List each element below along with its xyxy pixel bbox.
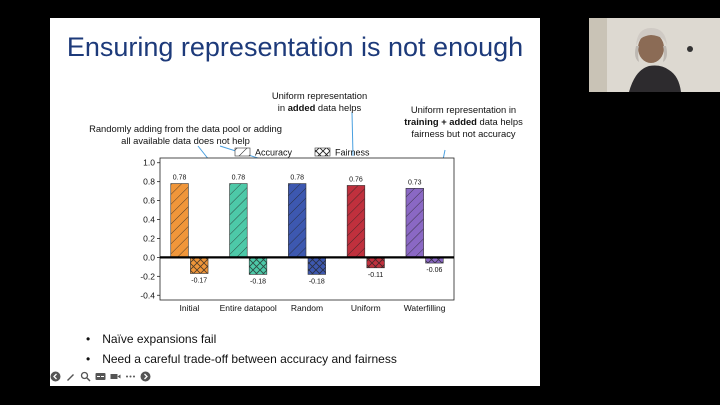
accuracy-value-label: 0.73 xyxy=(408,179,422,186)
speaker-video xyxy=(589,18,720,92)
fairness-value-label: -0.06 xyxy=(426,267,442,274)
legend-label-accuracy: Accuracy xyxy=(255,148,293,158)
accuracy-bar-hatch xyxy=(288,183,306,258)
pen-icon[interactable] xyxy=(65,371,76,382)
accuracy-value-label: 0.78 xyxy=(290,175,304,182)
annotation-line: Uniform representation xyxy=(271,90,368,101)
fairness-bar-hatch xyxy=(308,257,326,275)
slide-title: Ensuring representation is not enough xyxy=(66,32,524,62)
slide: Ensuring representation is not enough 1.… xyxy=(50,18,540,386)
accuracy-value-label: 0.78 xyxy=(173,175,187,182)
plot-frame xyxy=(159,157,455,301)
y-tick-label: -0.2 xyxy=(140,271,155,281)
video-icon[interactable] xyxy=(110,371,121,382)
back-arrow-icon[interactable] xyxy=(50,371,61,382)
fairness-bar-hatch xyxy=(366,257,385,268)
legend-swatch-accuracy-hatch xyxy=(235,148,250,156)
fairness-bar-hatch xyxy=(249,257,267,275)
fairness-value-label: -0.18 xyxy=(309,278,325,285)
annotation-line: in added data helps xyxy=(252,102,387,114)
annotation-text: data helps xyxy=(476,116,523,127)
annotation-text: in xyxy=(277,102,288,113)
fairness-value-label: -0.17 xyxy=(191,277,207,284)
accuracy-bar-hatch xyxy=(347,185,365,258)
slide-toolbar xyxy=(50,369,151,383)
annotation-uniform-added: Uniform representation in added data hel… xyxy=(252,90,387,114)
more-icon[interactable] xyxy=(125,371,136,382)
accuracy-bar-hatch xyxy=(405,188,424,258)
forward-arrow-icon[interactable] xyxy=(140,371,151,382)
fairness-bar-hatch xyxy=(425,257,444,264)
fairness-bar-hatch xyxy=(190,257,209,274)
annotation-line: fairness but not accuracy xyxy=(411,128,516,139)
bullet-list: Naïve expansions fail Need a careful tra… xyxy=(86,329,397,369)
legend-swatch-fairness-hatch xyxy=(315,148,330,156)
y-tick-label: 1.0 xyxy=(143,158,155,168)
annotation-bold-text: added xyxy=(287,102,316,113)
annotation-line: training + added data helps xyxy=(396,116,531,128)
accuracy-bar-hatch xyxy=(170,183,189,258)
bullet-item: Need a careful trade-off between accurac… xyxy=(86,349,397,369)
fairness-value-label: -0.11 xyxy=(368,272,384,279)
search-icon[interactable] xyxy=(80,371,91,382)
wall-clock xyxy=(687,46,693,52)
legend-label-fairness: Fairness xyxy=(335,148,370,158)
accuracy-value-label: 0.78 xyxy=(232,175,246,182)
y-tick-label: 0.4 xyxy=(143,215,155,225)
accuracy-bar-hatch xyxy=(229,183,248,258)
y-tick-label: 0.2 xyxy=(143,233,155,243)
bar-chart: 1.0 0.8 0.6 0.4 0.2 0.0 -0.2 -0.4 0.78 -0.17 Initi… xyxy=(140,111,455,313)
captions-icon[interactable] xyxy=(95,371,106,382)
bullet-item: Naïve expansions fail xyxy=(86,329,397,349)
y-tick-label: -0.4 xyxy=(140,290,155,300)
fairness-value-label: -0.18 xyxy=(250,278,266,285)
x-tick-label: Entire datapool xyxy=(220,303,277,313)
y-tick-label: 0.6 xyxy=(143,196,155,206)
x-tick-label: Uniform xyxy=(351,303,381,313)
y-tick-label: 0.8 xyxy=(143,177,155,187)
x-tick-label: Waterfilling xyxy=(404,303,446,313)
annotation-uniform-training-added: Uniform representation in training + add… xyxy=(396,104,531,140)
annotation-bold-text: training + added xyxy=(404,116,477,127)
annotation-text: data helps xyxy=(315,102,362,113)
annotation-random-datapool: Randomly adding from the data pool or ad… xyxy=(89,123,282,146)
x-tick-label: Random xyxy=(291,303,323,313)
y-tick-label: 0.0 xyxy=(143,252,155,262)
webcam-image xyxy=(589,18,720,92)
annotation-line: Uniform representation in xyxy=(410,104,517,115)
accuracy-value-label: 0.76 xyxy=(349,176,363,183)
x-tick-label: Initial xyxy=(179,303,199,313)
